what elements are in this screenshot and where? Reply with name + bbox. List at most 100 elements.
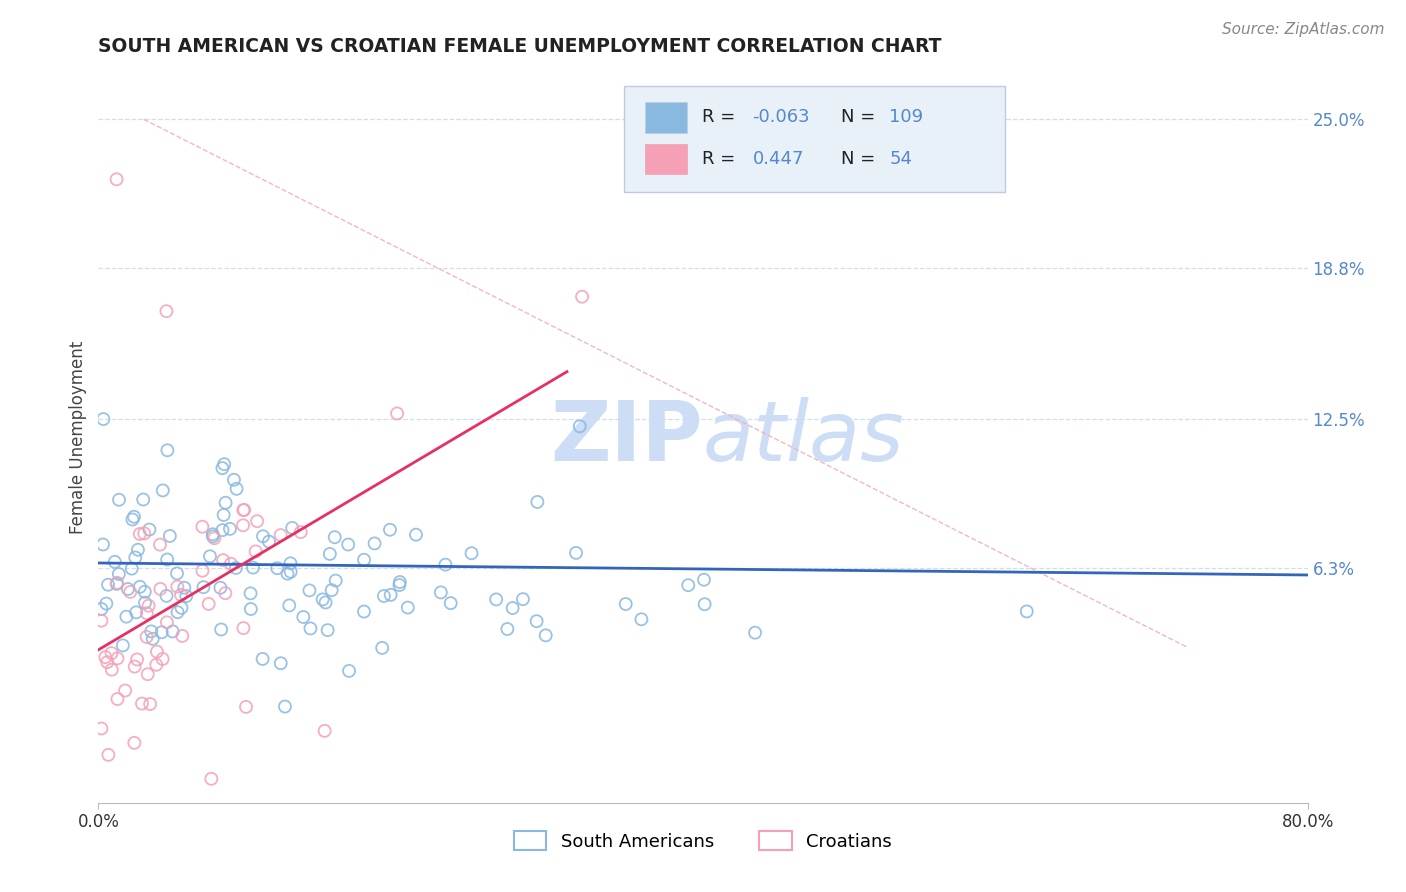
Point <box>135 606 157 620</box>
Point <box>219 522 242 536</box>
Text: R =: R = <box>702 150 741 168</box>
Point <box>214 586 236 600</box>
Point <box>246 514 269 528</box>
Point <box>232 518 254 533</box>
Point <box>201 529 224 543</box>
Point <box>209 581 232 595</box>
Point <box>125 605 148 619</box>
Point <box>156 552 179 566</box>
Point <box>266 561 288 575</box>
Point <box>197 597 219 611</box>
Point <box>145 657 167 672</box>
Point <box>149 582 172 596</box>
Point <box>127 652 149 666</box>
Point <box>693 573 716 587</box>
Point <box>156 615 179 630</box>
FancyBboxPatch shape <box>624 86 1005 192</box>
Point <box>117 582 139 596</box>
Point <box>311 592 333 607</box>
Point <box>211 523 233 537</box>
Point <box>219 557 242 571</box>
Point <box>323 530 346 544</box>
Point <box>166 605 188 619</box>
Point <box>678 578 700 592</box>
Point <box>135 630 157 644</box>
Point <box>276 566 298 581</box>
Point <box>97 578 120 592</box>
Point <box>139 697 162 711</box>
Text: 109: 109 <box>889 109 924 127</box>
Point <box>278 599 301 613</box>
Point <box>232 621 254 635</box>
Point <box>502 601 524 615</box>
Point <box>173 581 195 595</box>
Point <box>105 577 128 591</box>
Point <box>96 597 118 611</box>
Text: ZIP: ZIP <box>551 397 703 477</box>
Point <box>485 592 508 607</box>
Point <box>630 612 652 626</box>
Point <box>127 542 149 557</box>
Point <box>526 614 548 628</box>
Point <box>434 558 457 572</box>
Text: -0.063: -0.063 <box>752 109 810 127</box>
Point <box>388 578 411 592</box>
Point <box>371 640 394 655</box>
Point <box>94 650 117 665</box>
Point <box>115 609 138 624</box>
Point <box>430 585 453 599</box>
Point <box>202 531 225 545</box>
Point <box>225 561 247 575</box>
Point <box>239 602 262 616</box>
Point <box>129 580 152 594</box>
Point <box>245 544 267 558</box>
Point <box>114 683 136 698</box>
Point <box>239 586 262 600</box>
Point <box>152 652 174 666</box>
Point <box>290 525 312 540</box>
Point <box>212 457 235 471</box>
Point <box>108 567 131 582</box>
Point <box>124 659 146 673</box>
Point <box>150 625 173 640</box>
Point <box>292 610 315 624</box>
Point <box>321 583 343 598</box>
Point <box>128 527 150 541</box>
Point <box>134 596 156 610</box>
Text: 54: 54 <box>889 150 912 168</box>
Point <box>104 555 127 569</box>
Point <box>316 623 339 637</box>
Text: 0.447: 0.447 <box>752 150 804 168</box>
Point <box>90 602 112 616</box>
Point <box>270 528 292 542</box>
Text: SOUTH AMERICAN VS CROATIAN FEMALE UNEMPLOYMENT CORRELATION CHART: SOUTH AMERICAN VS CROATIAN FEMALE UNEMPL… <box>98 37 942 56</box>
Point <box>131 697 153 711</box>
Point <box>568 419 591 434</box>
Point <box>159 529 181 543</box>
Legend: South Americans, Croatians: South Americans, Croatians <box>505 822 901 860</box>
Point <box>191 564 214 578</box>
Point <box>132 492 155 507</box>
Point <box>693 597 716 611</box>
Point <box>565 546 588 560</box>
FancyBboxPatch shape <box>645 102 688 133</box>
Point <box>108 492 131 507</box>
Point <box>440 596 463 610</box>
Point <box>211 461 233 475</box>
Point <box>257 534 280 549</box>
Point <box>405 527 427 541</box>
Point <box>96 655 118 669</box>
Point <box>1015 604 1038 618</box>
Point <box>315 595 337 609</box>
Point <box>198 549 221 564</box>
Point <box>93 412 115 426</box>
Point <box>274 699 297 714</box>
Point <box>385 406 408 420</box>
Text: R =: R = <box>702 109 741 127</box>
Point <box>614 597 637 611</box>
Text: N =: N = <box>841 150 880 168</box>
Point <box>170 600 193 615</box>
Point <box>152 483 174 498</box>
Point <box>496 622 519 636</box>
Point <box>380 588 402 602</box>
